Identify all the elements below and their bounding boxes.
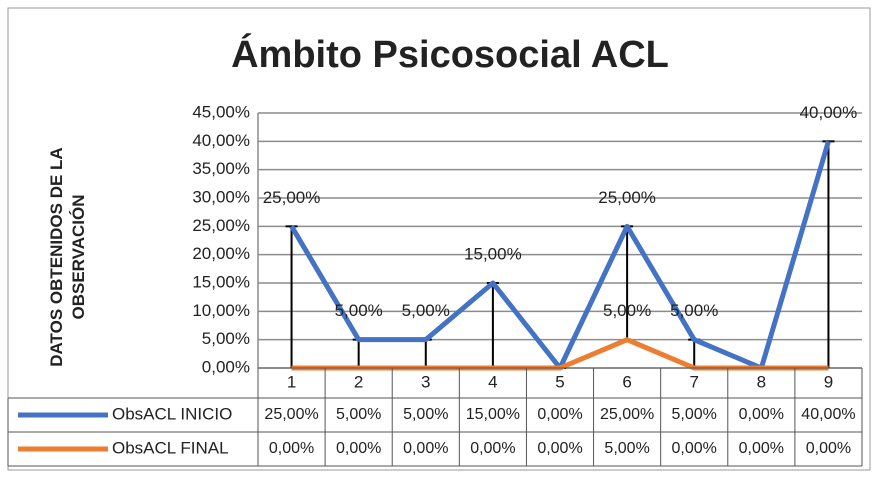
data-label: 25,00% [263, 188, 321, 207]
table-cell: 0,00% [739, 440, 784, 457]
y-tick-label: 20,00% [192, 244, 250, 263]
y-tick-label: 35,00% [192, 159, 250, 178]
table-cell: 15,00% [466, 406, 520, 423]
data-label: 5,00% [402, 301, 450, 320]
table-cell: 5,00% [403, 406, 448, 423]
table-cell: 0,00% [269, 440, 314, 457]
table-cell: 40,00% [801, 406, 855, 423]
y-tick-label: 10,00% [192, 301, 250, 320]
table-cell: 0,00% [739, 406, 784, 423]
table-cell: 0,00% [537, 440, 582, 457]
table-cell: 0,00% [336, 440, 381, 457]
x-tick-label: 9 [824, 372, 833, 391]
table-cell: 25,00% [264, 406, 318, 423]
y-tick-label: 45,00% [192, 102, 250, 121]
table-cell: 0,00% [806, 440, 851, 457]
table-cell: 0,00% [470, 440, 515, 457]
data-label: 5,00% [670, 301, 718, 320]
data-label: 25,00% [598, 188, 656, 207]
data-label: 15,00% [464, 244, 522, 263]
x-tick-label: 8 [757, 372, 766, 391]
y-tick-label: 40,00% [192, 131, 250, 150]
chart-title: Ámbito Psicosocial ACL [231, 32, 669, 76]
y-axis-label: DATOS OBTENIDOS DE LA OBSERVACIÓN [47, 147, 88, 367]
x-tick-label: 2 [354, 372, 363, 391]
legend-label: ObsACL INICIO [112, 404, 232, 423]
table-cell: 5,00% [336, 406, 381, 423]
table-cell: 5,00% [604, 440, 649, 457]
table-cell: 0,00% [403, 440, 448, 457]
y-tick-label: 25,00% [192, 216, 250, 235]
table-cell: 25,00% [600, 406, 654, 423]
table-cell: 0,00% [537, 406, 582, 423]
y-tick-label: 15,00% [192, 272, 250, 291]
y-tick-label: 30,00% [192, 187, 250, 206]
x-tick-label: 5 [555, 372, 564, 391]
x-tick-label: 4 [488, 372, 497, 391]
x-tick-label: 6 [622, 372, 631, 391]
data-label: 5,00% [603, 301, 651, 320]
x-tick-label: 1 [287, 372, 296, 391]
table-cell: 5,00% [672, 406, 717, 423]
y-tick-label: 5,00% [202, 329, 250, 348]
data-label: 5,00% [335, 301, 383, 320]
legend-label: ObsACL FINAL [112, 438, 229, 457]
chart-border [7, 7, 871, 471]
data-label: 40,00% [800, 103, 858, 122]
y-tick-label: 0,00% [202, 357, 250, 376]
x-tick-label: 3 [421, 372, 430, 391]
x-tick-label: 7 [689, 372, 698, 391]
table-cell: 0,00% [672, 440, 717, 457]
